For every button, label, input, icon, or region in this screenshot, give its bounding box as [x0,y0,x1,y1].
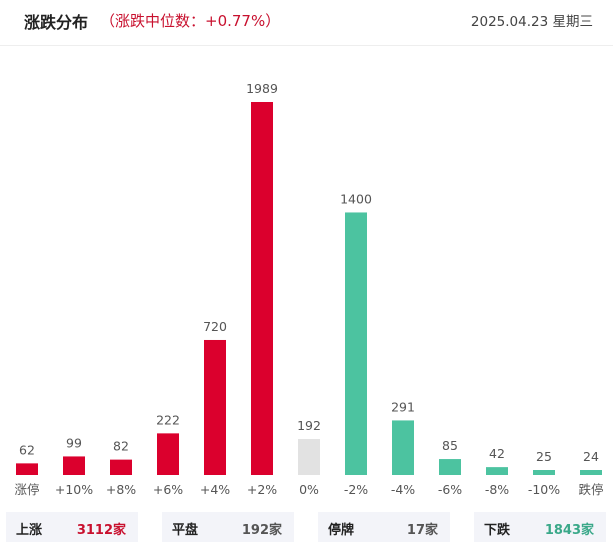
bar-4[interactable] [204,339,226,475]
category-label-6: 0% [299,482,319,497]
category-label-11: -10% [528,482,560,497]
summary-card-up: 上涨 3112家 [6,512,138,542]
value-label-6: 192 [297,418,321,433]
value-label-8: 291 [391,399,415,414]
value-label-9: 85 [442,438,458,453]
distribution-bar-chart: 62 涨停 99 +10% 82 +8% 222 +6% 720 +4% 1989 +2% 192 0% 1… [14,81,603,497]
bar-2[interactable] [110,459,132,475]
bar-11[interactable] [533,470,555,475]
bar-5[interactable] [251,102,273,475]
summary-label-up: 上涨 [16,523,43,538]
summary-card-down: 下跌 1843家 [474,512,606,542]
trade-date: 2025.04.23 星期三 [470,14,593,30]
category-label-7: -2% [344,482,368,497]
value-label-7: 1400 [340,191,372,206]
summary-value-down: 1843家 [544,523,594,538]
category-label-10: -8% [485,482,509,497]
chart-title: 涨跌分布 [24,13,89,32]
category-label-4: +4% [200,482,230,497]
summary-value-up: 3112家 [76,523,126,538]
summary-value-flat: 192家 [241,523,282,538]
value-label-4: 720 [203,319,227,334]
summary-value-suspended: 17家 [406,523,438,538]
bar-10[interactable] [486,467,508,475]
value-label-11: 25 [536,449,552,464]
summary-card-suspended: 停牌 17家 [318,512,450,542]
bar-7[interactable] [345,212,367,476]
category-label-0: 涨停 [14,482,39,497]
value-label-5: 1989 [246,81,278,96]
category-label-1: +10% [55,482,93,497]
category-label-8: -4% [391,482,415,497]
bar-8[interactable] [392,420,414,475]
value-label-12: 24 [583,449,599,464]
bar-3[interactable] [157,433,179,475]
value-label-10: 42 [489,446,505,461]
summary-label-flat: 平盘 [172,523,199,538]
header-divider [0,45,613,46]
summary-label-suspended: 停牌 [328,523,355,538]
category-label-3: +6% [153,482,183,497]
median-change-label: （涨跌中位数：+0.77%） [100,12,281,30]
summary-bar: 上涨 3112家 平盘 192家 停牌 17家 下跌 1843家 [0,512,613,542]
bar-9[interactable] [439,459,461,475]
category-label-2: +8% [106,482,136,497]
value-label-3: 222 [156,412,180,427]
bar-6[interactable] [298,438,320,475]
value-label-2: 82 [113,439,129,454]
category-label-12: 跌停 [578,482,603,497]
summary-label-down: 下跌 [484,523,511,538]
bar-0[interactable] [16,463,38,475]
header: 涨跌分布 （涨跌中位数：+0.77%） 2025.04.23 星期三 [0,0,613,40]
bar-1[interactable] [63,456,85,475]
value-label-1: 99 [66,435,82,450]
summary-card-flat: 平盘 192家 [162,512,294,542]
category-label-5: +2% [247,482,277,497]
bar-12[interactable] [580,470,602,475]
value-label-0: 62 [19,442,35,457]
category-label-9: -6% [438,482,462,497]
